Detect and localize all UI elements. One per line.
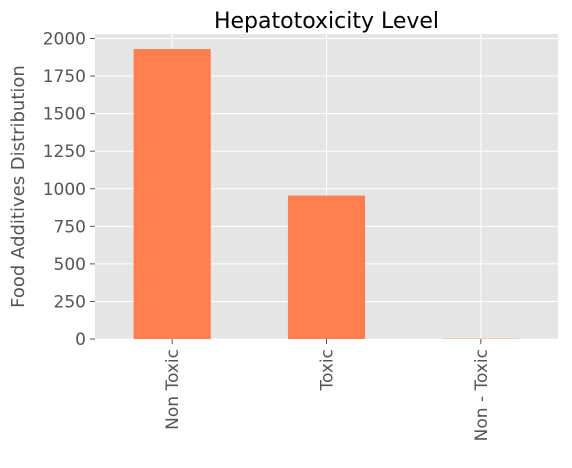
y-tick-label: 1500 bbox=[43, 105, 86, 125]
bar bbox=[133, 49, 211, 340]
x-tick-label: Toxic bbox=[318, 349, 338, 392]
y-tick-label: 500 bbox=[54, 255, 86, 275]
bars bbox=[133, 49, 520, 340]
x-axis-ticks: Non Toxic Toxic Non - Toxic bbox=[163, 339, 492, 441]
y-axis-label: Food Additives Distribution bbox=[8, 65, 29, 308]
chart-title: Hepatotoxicity Level bbox=[214, 9, 439, 34]
y-tick-label: 1750 bbox=[43, 67, 86, 87]
y-tick-label: 0 bbox=[75, 330, 86, 350]
y-tick-label: 1250 bbox=[43, 142, 86, 162]
x-tick-label: Non - Toxic bbox=[472, 349, 492, 441]
y-tick-label: 250 bbox=[54, 292, 86, 312]
y-axis-ticks: 0 250 500 750 1000 1250 1500 1750 2000 bbox=[43, 30, 95, 350]
y-tick-label: 2000 bbox=[43, 30, 86, 50]
bar bbox=[287, 195, 366, 339]
y-tick-label: 1000 bbox=[43, 180, 86, 200]
y-tick-label: 750 bbox=[54, 217, 86, 237]
x-tick-label: Non Toxic bbox=[163, 349, 183, 430]
